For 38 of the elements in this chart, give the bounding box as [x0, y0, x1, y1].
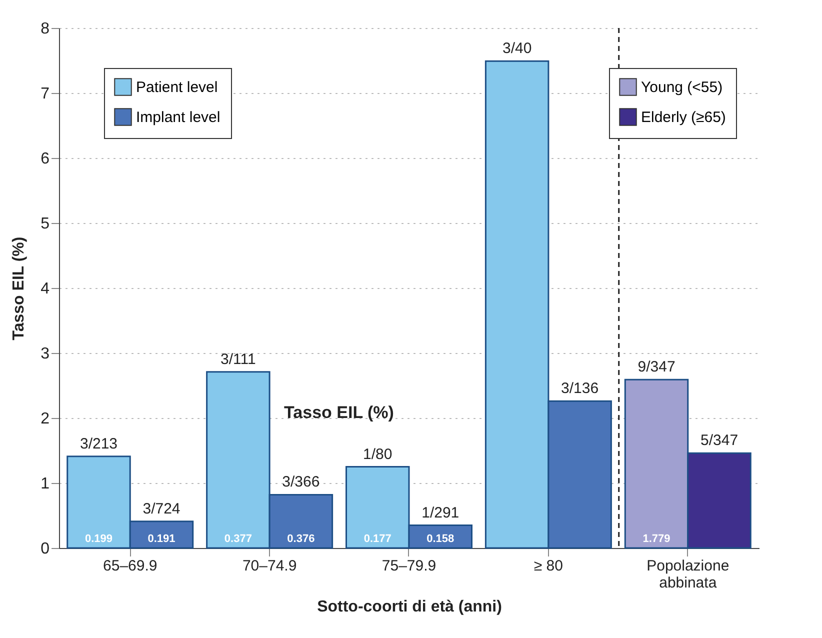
annotation: 0.158 [426, 533, 454, 545]
legend-label: Elderly (≥65) [641, 109, 726, 126]
y-tick-label: 6 [40, 150, 50, 168]
legend-label: Young (<55) [641, 79, 723, 96]
y-tick-label: 3 [40, 346, 50, 362]
x-tick-label: 75–79.9 [382, 558, 436, 574]
data-label: 3/40 [502, 40, 532, 58]
data-label: 3/111 [220, 350, 256, 368]
x-tick-label: ≥ 80 [534, 558, 563, 574]
y-tick-label: 4 [40, 280, 50, 298]
annotation: Tasso EIL (%) [284, 402, 394, 422]
y-tick-label: 1 [40, 476, 50, 492]
data-label: 5/347 [700, 432, 738, 450]
data-label: 1/80 [363, 446, 392, 463]
annotation: 0.376 [287, 533, 315, 545]
legend-label: Implant level [136, 109, 220, 126]
data-label: 3/724 [142, 500, 180, 518]
annotation: 1.779 [642, 533, 670, 545]
data-label: 9/347 [638, 358, 676, 376]
y-tick-label: 5 [40, 216, 50, 232]
annotation: 0.377 [224, 533, 252, 545]
x-axis-title: Sotto-coorti di età (anni) [317, 598, 502, 616]
y-tick-label: 0 [40, 540, 50, 558]
data-label: 1/291 [422, 504, 460, 522]
y-tick-label: 2 [40, 410, 50, 428]
data-label: 3/213 [80, 435, 118, 452]
annotation: 0.191 [148, 533, 176, 545]
legend-label: Patient level [136, 79, 218, 96]
data-label: 3/366 [282, 474, 320, 491]
y-tick-label: 8 [40, 20, 50, 38]
annotation: 0.199 [84, 533, 113, 545]
data-label: 3/136 [561, 380, 599, 398]
x-tick-label: 70–74.9 [242, 558, 297, 574]
y-tick-label: 7 [40, 86, 50, 102]
annotation: 0.177 [364, 533, 392, 545]
x-tick-label: 65–69.9 [103, 558, 158, 574]
x-tick-label: Popolazione abbinata [646, 558, 730, 592]
y-axis-title: Tasso EIL (%) [10, 236, 28, 340]
